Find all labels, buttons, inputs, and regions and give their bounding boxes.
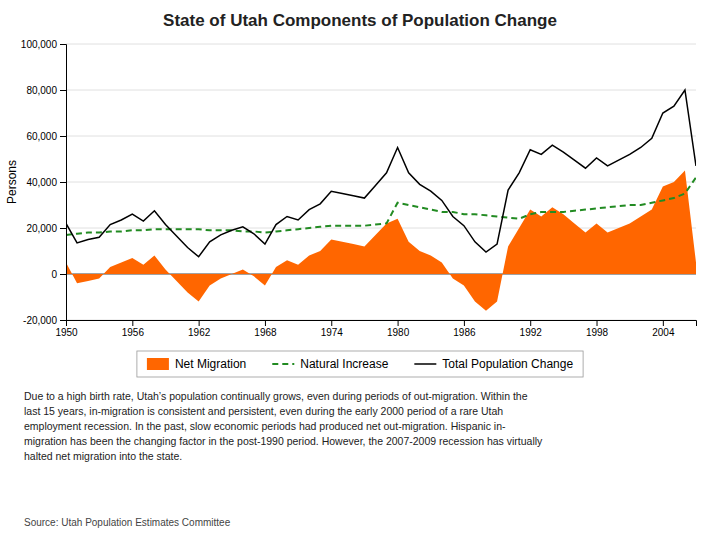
- tick-label: 1986: [453, 327, 476, 338]
- line: [66, 90, 696, 257]
- grid-line: [66, 182, 696, 183]
- tick-mark: [60, 228, 66, 229]
- tick: 1992: [520, 320, 543, 338]
- tick-mark: [199, 320, 200, 326]
- tick-mark: [663, 320, 664, 326]
- y-axis-title: Persons: [5, 160, 19, 204]
- legend-item: Net Migration: [147, 357, 246, 371]
- tick-label: -20,000: [23, 315, 57, 326]
- annotation: migration has been the changing factor i…: [24, 435, 543, 447]
- tick-label: 2004: [652, 327, 675, 338]
- tick-mark: [331, 320, 332, 326]
- tick-label: 40,000: [26, 177, 57, 188]
- marks: [66, 90, 696, 311]
- tick-mark: [60, 90, 66, 91]
- tick: 1962: [188, 320, 211, 338]
- chart: State of Utah Components of Population C…: [0, 0, 720, 540]
- tick: 1974: [321, 320, 344, 338]
- legend-frame: [137, 351, 583, 377]
- tick-mark: [132, 320, 133, 326]
- tick: 2004: [652, 320, 675, 338]
- tick: 20,000: [26, 223, 66, 234]
- tick-label: 0: [51, 269, 57, 280]
- tick-mark: [60, 44, 66, 45]
- legend: Net Migration Natural Increase Total Popul…: [137, 351, 583, 377]
- tick-label: 1998: [586, 327, 609, 338]
- tick-mark: [464, 320, 465, 326]
- area: [66, 171, 696, 311]
- grid-line: [66, 44, 696, 45]
- tick: 80,000: [26, 85, 66, 96]
- tick-mark: [530, 320, 531, 326]
- tick-label: 1968: [254, 327, 277, 338]
- tick-label: 1992: [520, 327, 543, 338]
- tick: 1950: [55, 320, 78, 338]
- source: Source: Utah Population Estimates Commit…: [24, 517, 231, 528]
- annotation: Due to a high birth rate, Utah’s populat…: [24, 390, 528, 402]
- tick-label: 1950: [55, 327, 78, 338]
- axis-line: [60, 45, 67, 321]
- tick: 40,000: [26, 177, 66, 188]
- annotation: last 15 years, in-migration is consisten…: [24, 405, 503, 417]
- grid: [66, 44, 696, 320]
- tick-mark: [398, 320, 399, 326]
- tick: 1956: [122, 320, 145, 338]
- tick: 60,000: [26, 131, 66, 142]
- tick-label: 80,000: [26, 85, 57, 96]
- legend-label: Total Population Change: [442, 357, 573, 371]
- tick-label: 60,000: [26, 131, 57, 142]
- axis-line: [67, 321, 697, 327]
- legend-swatch: [147, 358, 169, 370]
- tick-label: 100,000: [21, 39, 58, 50]
- grid-line: [66, 136, 696, 137]
- tick-label: 1974: [321, 327, 344, 338]
- tick-label: 1980: [387, 327, 410, 338]
- tick-mark: [60, 136, 66, 137]
- annotation: employment recession. In the past, slow …: [24, 420, 506, 432]
- title: State of Utah Components of Population C…: [163, 11, 557, 30]
- legend-label: Net Migration: [175, 357, 246, 371]
- tick-mark: [597, 320, 598, 326]
- tick-mark: [265, 320, 266, 326]
- legend-item: Natural Increase: [272, 357, 388, 371]
- legend-item: Total Population Change: [414, 357, 573, 371]
- y-axis: -20,000 0 20,000 40,000 60,000 80,000 100,000: [21, 39, 67, 326]
- tick: -20,000: [23, 315, 66, 326]
- legend-label: Natural Increase: [300, 357, 388, 371]
- tick: 1968: [254, 320, 277, 338]
- tick-label: 1956: [122, 327, 145, 338]
- legend-swatch: [272, 363, 294, 365]
- legend-swatch: [414, 363, 436, 365]
- line: [66, 177, 696, 235]
- tick: 1998: [586, 320, 609, 338]
- tick-mark: [60, 182, 66, 183]
- tick: 1986: [453, 320, 476, 338]
- tick-label: 20,000: [26, 223, 57, 234]
- tick: 1980: [387, 320, 410, 338]
- grid-line: [66, 90, 696, 91]
- tick-mark: [60, 274, 66, 275]
- x-axis: 1950 1956 1962 1968 1974 1980 1986 1992 1998 2004: [55, 320, 696, 338]
- tick: 100,000: [21, 39, 66, 50]
- annotation: halted net migration into the state.: [24, 450, 182, 462]
- tick-label: 1962: [188, 327, 211, 338]
- tick-mark: [60, 320, 66, 321]
- tick: 0: [51, 269, 66, 280]
